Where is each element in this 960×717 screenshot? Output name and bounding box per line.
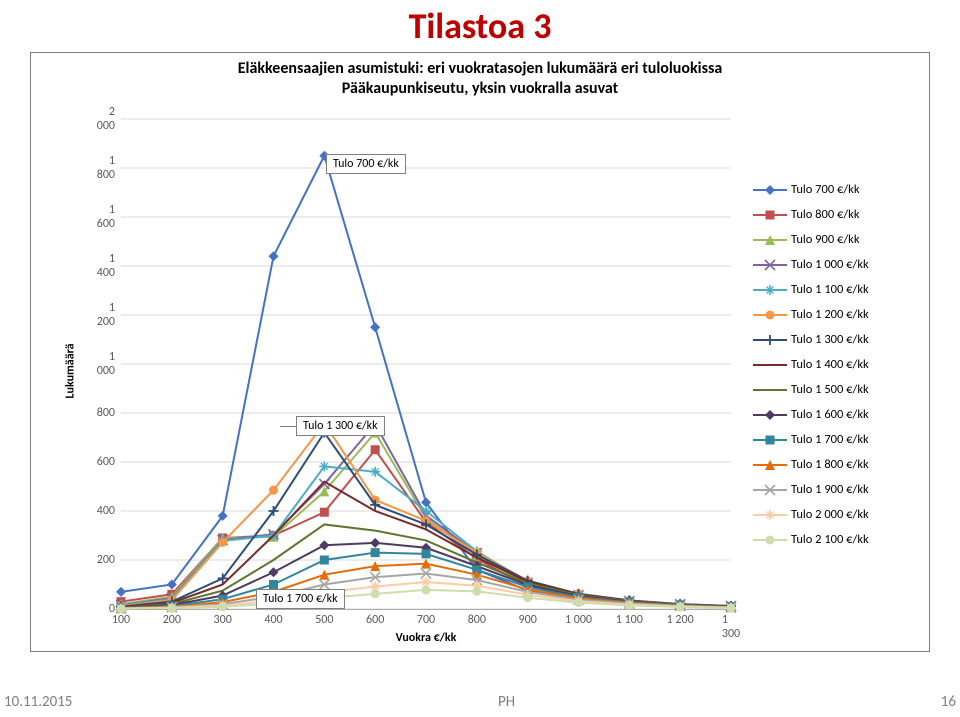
x-tick-label: 1 200 <box>667 613 694 627</box>
legend-item: Tulo 700 €/kk <box>753 177 923 202</box>
footer-page-number: 16 <box>941 693 956 711</box>
legend-item: Tulo 900 €/kk <box>753 227 923 252</box>
y-tick-label: 600 <box>97 455 115 469</box>
legend-label: Tulo 900 €/kk <box>791 232 860 247</box>
plot-area: Lukumäärä Vuokra €/kk 02004006008001 000… <box>121 119 731 610</box>
x-tick-label: 200 <box>163 613 181 627</box>
footer-author: PH <box>498 693 515 711</box>
page-title: Tilastoa 3 <box>0 4 960 48</box>
x-tick-label: 1 100 <box>616 613 643 627</box>
y-tick-label: 200 <box>97 553 115 567</box>
y-tick-label: 1 800 <box>97 154 115 182</box>
legend-label: Tulo 1 600 €/kk <box>791 407 869 422</box>
x-tick-label: 400 <box>264 613 282 627</box>
y-tick-label: 1 200 <box>97 301 115 329</box>
legend-swatch <box>753 532 787 548</box>
callout-label: Tulo 1 300 €/kk <box>303 419 378 433</box>
legend-label: Tulo 700 €/kk <box>791 182 860 197</box>
x-tick-label: 600 <box>366 613 384 627</box>
legend-label: Tulo 800 €/kk <box>791 207 860 222</box>
legend-label: Tulo 1 500 €/kk <box>791 382 869 397</box>
callout-label: Tulo 700 €/kk <box>333 157 399 171</box>
legend-swatch <box>753 482 787 498</box>
legend-label: Tulo 1 200 €/kk <box>791 307 869 322</box>
legend-item: Tulo 2 100 €/kk <box>753 527 923 552</box>
legend-swatch <box>753 457 787 473</box>
legend-label: Tulo 1 900 €/kk <box>791 482 869 497</box>
legend-item: Tulo 800 €/kk <box>753 202 923 227</box>
legend-swatch <box>753 282 787 298</box>
y-tick-label: 1 000 <box>97 350 115 378</box>
y-axis-title: Lukumäärä <box>64 343 78 398</box>
callout-label: Tulo 1 700 €/kk <box>263 592 338 606</box>
callout-tulo-1300: Tulo 1 300 €/kk <box>296 416 385 436</box>
legend-item: Tulo 2 000 €/kk <box>753 502 923 527</box>
legend-swatch <box>753 507 787 523</box>
legend-item: Tulo 1 800 €/kk <box>753 452 923 477</box>
legend-swatch <box>753 407 787 423</box>
legend-item: Tulo 1 600 €/kk <box>753 402 923 427</box>
legend-swatch <box>753 307 787 323</box>
line-chart <box>121 119 731 609</box>
legend-label: Tulo 1 100 €/kk <box>791 282 869 297</box>
legend-item: Tulo 1 300 €/kk <box>753 327 923 352</box>
legend-label: Tulo 1 800 €/kk <box>791 457 869 472</box>
y-tick-label: 2 000 <box>97 105 115 133</box>
x-tick-label: 900 <box>519 613 537 627</box>
subtitle-line1: Eläkkeensaajien asumistuki: eri vuokrata… <box>238 59 723 78</box>
x-tick-label: 500 <box>315 613 333 627</box>
chart-frame: Eläkkeensaajien asumistuki: eri vuokrata… <box>30 52 930 652</box>
x-tick-label: 1 300 <box>722 613 740 641</box>
x-axis-title: Vuokra €/kk <box>396 631 457 645</box>
legend-label: Tulo 2 000 €/kk <box>791 507 869 522</box>
legend-label: Tulo 1 700 €/kk <box>791 432 869 447</box>
y-tick-label: 400 <box>97 504 115 518</box>
legend-swatch <box>753 357 787 373</box>
callout-tulo-700: Tulo 700 €/kk <box>326 154 406 174</box>
footer-date: 10.11.2015 <box>4 693 72 711</box>
legend-swatch <box>753 232 787 248</box>
y-tick-label: 800 <box>97 406 115 420</box>
callout-tulo-1700: Tulo 1 700 €/kk <box>256 589 345 609</box>
footer: 10.11.2015 PH 16 <box>4 693 956 711</box>
x-tick-label: 800 <box>468 613 486 627</box>
legend-label: Tulo 1 400 €/kk <box>791 357 869 372</box>
x-tick-label: 100 <box>112 613 130 627</box>
legend-label: Tulo 1 000 €/kk <box>791 257 869 272</box>
legend-label: Tulo 1 300 €/kk <box>791 332 869 347</box>
y-tick-label: 1 400 <box>97 252 115 280</box>
legend-item: Tulo 1 700 €/kk <box>753 427 923 452</box>
legend-label: Tulo 2 100 €/kk <box>791 532 869 547</box>
legend-swatch <box>753 182 787 198</box>
legend-swatch <box>753 432 787 448</box>
x-tick-label: 1 000 <box>565 613 592 627</box>
legend-item: Tulo 1 000 €/kk <box>753 252 923 277</box>
legend-item: Tulo 1 200 €/kk <box>753 302 923 327</box>
legend-item: Tulo 1 500 €/kk <box>753 377 923 402</box>
x-tick-label: 700 <box>417 613 435 627</box>
chart-subtitle: Eläkkeensaajien asumistuki: eri vuokrata… <box>31 59 929 99</box>
legend-swatch <box>753 257 787 273</box>
legend-item: Tulo 1 900 €/kk <box>753 477 923 502</box>
legend: Tulo 700 €/kk Tulo 800 €/kk Tulo 900 €/kk T… <box>753 177 923 552</box>
legend-swatch <box>753 332 787 348</box>
legend-item: Tulo 1 100 €/kk <box>753 277 923 302</box>
x-tick-label: 300 <box>214 613 232 627</box>
legend-swatch <box>753 382 787 398</box>
legend-item: Tulo 1 400 €/kk <box>753 352 923 377</box>
y-tick-label: 1 600 <box>97 203 115 231</box>
legend-swatch <box>753 207 787 223</box>
subtitle-line2: Pääkaupunkiseutu, yksin vuokralla asuvat <box>342 79 618 98</box>
